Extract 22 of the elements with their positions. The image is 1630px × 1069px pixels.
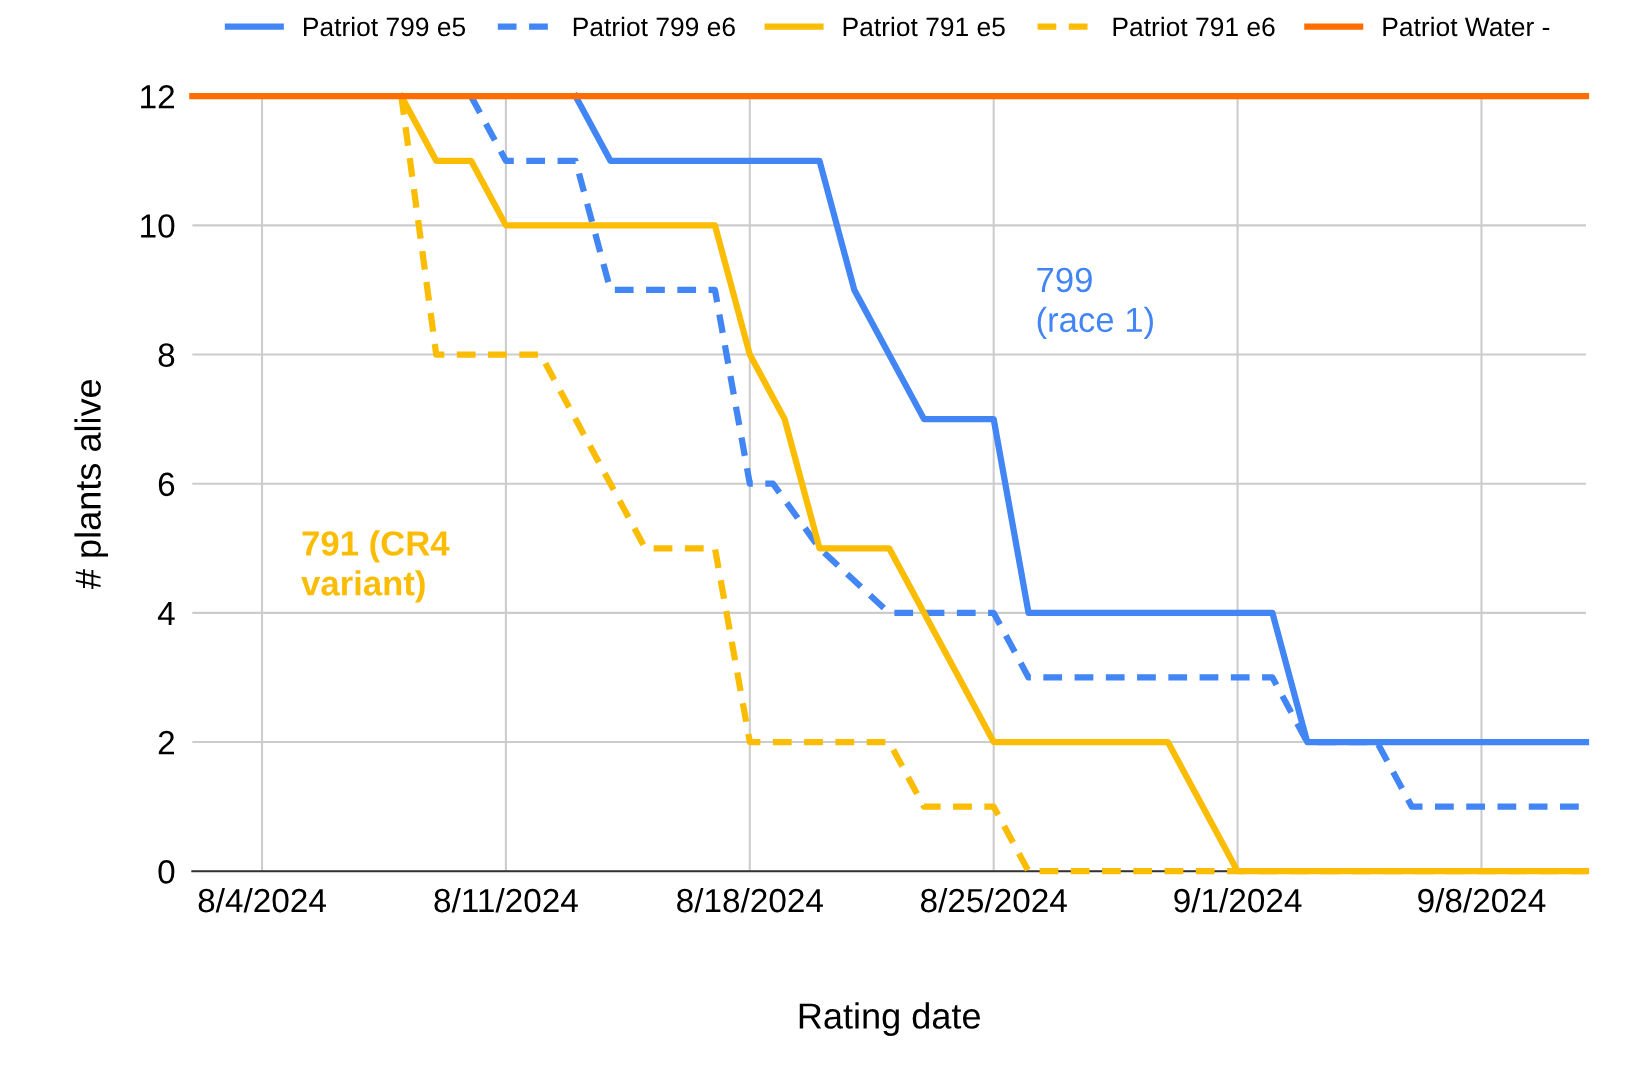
x-tick-label: 8/25/2024 — [921, 887, 1067, 913]
legend-label: Patriot 799 e5 — [304, 16, 466, 37]
legend-label: Patriot 791 e5 — [843, 16, 1005, 37]
y-tick-label: 4 — [157, 602, 175, 625]
x-tick-label: 8/11/2024 — [434, 887, 578, 913]
legend-label: Patriot 799 e6 — [573, 16, 735, 37]
y-tick-label: 6 — [158, 472, 175, 497]
y-axis-title: # plants alive — [74, 379, 109, 589]
y-tick-label: 12 — [141, 85, 174, 109]
x-axis-title: Rating date — [799, 1002, 980, 1036]
annotation: 791 (CR4 variant) — [301, 530, 450, 603]
x-tick-label: 9/1/2024 — [1174, 887, 1302, 913]
y-tick-label: 8 — [158, 343, 175, 367]
y-tick-label: 0 — [158, 860, 175, 884]
x-tick-label: 8/4/2024 — [198, 887, 326, 913]
x-tick-label: 9/8/2024 — [1418, 887, 1546, 913]
x-tick-label: 8/18/2024 — [677, 887, 823, 913]
y-tick-label: 2 — [158, 730, 174, 755]
y-tick-label: 10 — [141, 214, 175, 238]
legend-label: Patriot 791 e6 — [1113, 16, 1275, 37]
annotation: 799 (race 1) — [1037, 267, 1153, 339]
legend-label: Patriot Water - — [1383, 16, 1550, 37]
